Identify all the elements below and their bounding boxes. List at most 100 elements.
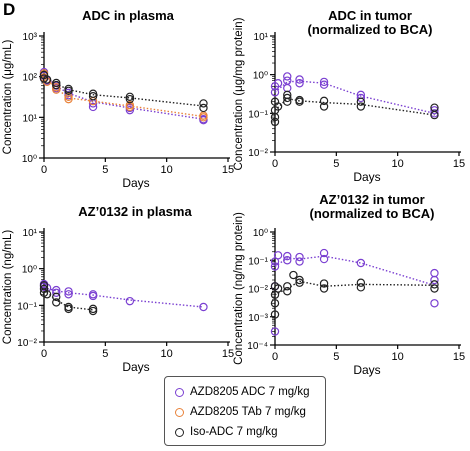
- x-tick-label: 10: [392, 158, 404, 170]
- y-axis-label: Concentration (μg/mg protein): [233, 17, 245, 170]
- data-point: [273, 284, 283, 293]
- chart-title: AZ’0132 in tumor: [319, 192, 424, 207]
- y-tick-label: 10¹: [23, 113, 38, 124]
- data-point: [270, 117, 280, 127]
- chart-title: AZ’0132 in plasma: [78, 204, 192, 219]
- data-point: [64, 94, 73, 104]
- data-point: [88, 102, 98, 112]
- data-point: [270, 299, 280, 308]
- data-point: [125, 102, 135, 112]
- y-tick-label: 10⁻²: [248, 148, 268, 159]
- data-point: [125, 92, 135, 101]
- x-tick-label: 10: [161, 348, 173, 360]
- chart-title: ADC in plasma: [82, 8, 175, 23]
- x-tick-label: 0: [272, 351, 278, 363]
- data-point: [319, 284, 329, 293]
- data-point: [52, 80, 61, 90]
- y-tick-label: 10⁰: [253, 71, 268, 82]
- data-point: [199, 103, 208, 113]
- data-point: [52, 298, 61, 307]
- data-point: [430, 275, 439, 285]
- data-point: [283, 282, 292, 291]
- x-tick-label: 5: [102, 348, 108, 360]
- y-tick-label: 10⁻²: [248, 285, 268, 296]
- y-axis-label: Concentration (μg/mL): [2, 40, 14, 155]
- x-axis-label: Days: [122, 360, 149, 374]
- data-point: [356, 97, 366, 106]
- legend-marker-purple-circle-icon: [175, 387, 184, 397]
- data-point: [295, 275, 304, 285]
- data-point: [125, 296, 135, 306]
- data-point: [295, 252, 304, 262]
- data-point: [430, 268, 439, 278]
- y-tick-label: 10²: [23, 73, 38, 84]
- data-point: [52, 292, 61, 302]
- data-point: [319, 102, 329, 111]
- data-point: [283, 93, 292, 103]
- y-tick-label: 10⁰: [253, 228, 268, 239]
- y-tick-label: 10⁻¹: [17, 301, 37, 312]
- data-point: [356, 93, 366, 103]
- data-point: [88, 291, 98, 301]
- y-tick-label: 10⁻¹: [248, 109, 268, 120]
- data-point: [273, 79, 283, 88]
- data-point: [295, 75, 304, 84]
- data-point: [289, 270, 298, 280]
- x-tick-label: 10: [392, 351, 404, 363]
- legend-item-azd8205-tab: AZD8205 TAb 7 mg/kg: [175, 403, 306, 421]
- legend-item-azd8205-adc: AZD8205 ADC 7 mg/kg: [175, 383, 310, 401]
- data-point: [199, 99, 208, 108]
- data-point: [319, 279, 329, 288]
- x-tick-label: 15: [222, 164, 234, 176]
- data-point: [273, 102, 283, 111]
- data-point: [88, 306, 98, 316]
- data-point: [64, 290, 73, 299]
- data-point: [319, 77, 329, 87]
- data-point: [64, 86, 73, 95]
- data-point: [64, 92, 73, 101]
- data-point: [295, 257, 304, 266]
- data-point: [430, 106, 439, 115]
- data-point: [283, 256, 292, 265]
- data-point: [64, 287, 73, 296]
- data-point: [199, 116, 208, 125]
- data-point: [64, 304, 73, 314]
- chart-title: ADC in tumor: [328, 8, 412, 23]
- x-axis-label: Days: [353, 170, 380, 184]
- legend-label: Iso-ADC 7 mg/kg: [190, 426, 278, 438]
- x-tick-label: 15: [222, 348, 234, 360]
- data-point: [295, 97, 304, 106]
- chart-title: (normalized to BCA): [308, 22, 433, 37]
- y-tick-label: 10⁻³: [248, 313, 268, 324]
- y-tick-label: 10¹: [23, 228, 38, 239]
- data-point: [319, 80, 329, 89]
- data-point: [283, 97, 292, 106]
- data-point: [430, 110, 439, 120]
- data-point: [199, 302, 208, 312]
- x-axis-label: Days: [122, 176, 149, 190]
- data-point: [283, 287, 292, 296]
- x-axis-label: Days: [353, 363, 380, 377]
- data-point: [295, 79, 304, 88]
- data-point: [270, 262, 280, 271]
- legend-label: AZD8205 ADC 7 mg/kg: [190, 386, 310, 398]
- chart-title: (normalized to BCA): [310, 206, 435, 221]
- legend-item-iso-adc: Iso-ADC 7 mg/kg: [175, 423, 278, 441]
- data-point: [356, 278, 366, 287]
- data-point: [270, 310, 280, 319]
- data-point: [356, 258, 366, 268]
- y-axis-label: Concentration (ng/mL): [2, 230, 14, 345]
- data-point: [42, 290, 52, 299]
- series-trend-line: [274, 255, 435, 286]
- y-axis-label: Concentration (ng/mg protein): [233, 212, 245, 365]
- data-point: [430, 284, 439, 293]
- x-tick-label: 15: [453, 351, 465, 363]
- data-point: [88, 92, 98, 101]
- x-tick-label: 0: [272, 158, 278, 170]
- x-tick-label: 5: [102, 164, 108, 176]
- data-point: [199, 113, 208, 122]
- data-point: [295, 278, 304, 287]
- y-tick-label: 10⁻²: [17, 338, 37, 349]
- data-point: [283, 251, 292, 261]
- y-tick-label: 10³: [23, 32, 38, 43]
